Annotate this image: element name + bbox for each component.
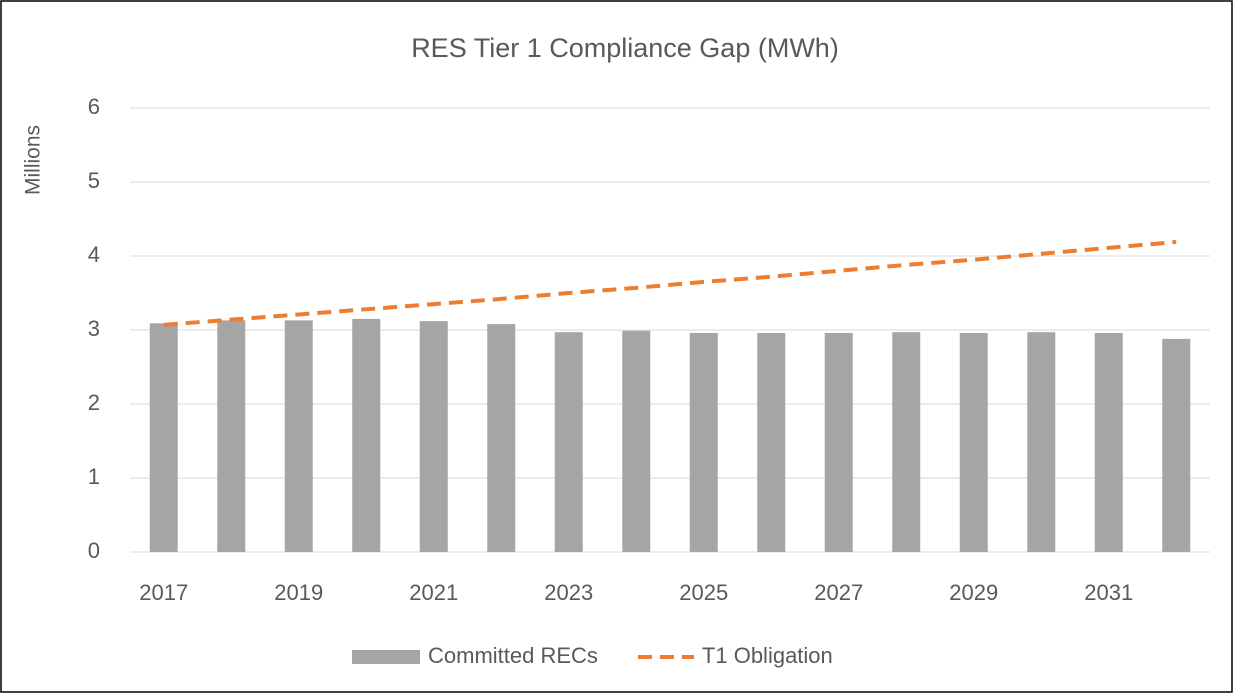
bar	[622, 330, 651, 552]
bar	[217, 320, 246, 552]
bar	[757, 332, 786, 552]
y-tick-label: 2	[88, 390, 100, 415]
x-tick-label: 2023	[544, 580, 593, 605]
y-axis-label: Millions	[22, 125, 45, 195]
y-tick-label: 0	[88, 538, 100, 563]
y-tick-label: 3	[88, 316, 100, 341]
bar	[892, 332, 921, 552]
x-tick-label: 2027	[814, 580, 863, 605]
bar	[149, 323, 178, 552]
legend-label: T1 Obligation	[702, 643, 833, 668]
x-tick-label: 2031	[1084, 580, 1133, 605]
bar	[284, 320, 313, 552]
y-tick-label: 5	[88, 168, 100, 193]
bar	[352, 318, 381, 552]
bar	[1094, 332, 1123, 552]
bar	[689, 332, 718, 552]
bar	[824, 332, 853, 552]
legend-swatch	[352, 650, 420, 664]
y-tick-label: 1	[88, 464, 100, 489]
bar	[554, 332, 583, 552]
y-tick-label: 6	[88, 94, 100, 119]
x-tick-label: 2021	[409, 580, 458, 605]
x-tick-label: 2017	[139, 580, 188, 605]
x-tick-label: 2019	[274, 580, 323, 605]
y-tick-label: 4	[88, 242, 100, 267]
bar	[419, 321, 448, 552]
bar	[487, 324, 516, 552]
x-tick-label: 2025	[679, 580, 728, 605]
bar	[959, 332, 988, 552]
bar	[1027, 332, 1056, 552]
bar	[1162, 338, 1191, 552]
legend-label: Committed RECs	[428, 643, 598, 668]
chart-title: RES Tier 1 Compliance Gap (MWh)	[411, 33, 839, 63]
x-tick-label: 2029	[949, 580, 998, 605]
line	[163, 239, 1177, 327]
